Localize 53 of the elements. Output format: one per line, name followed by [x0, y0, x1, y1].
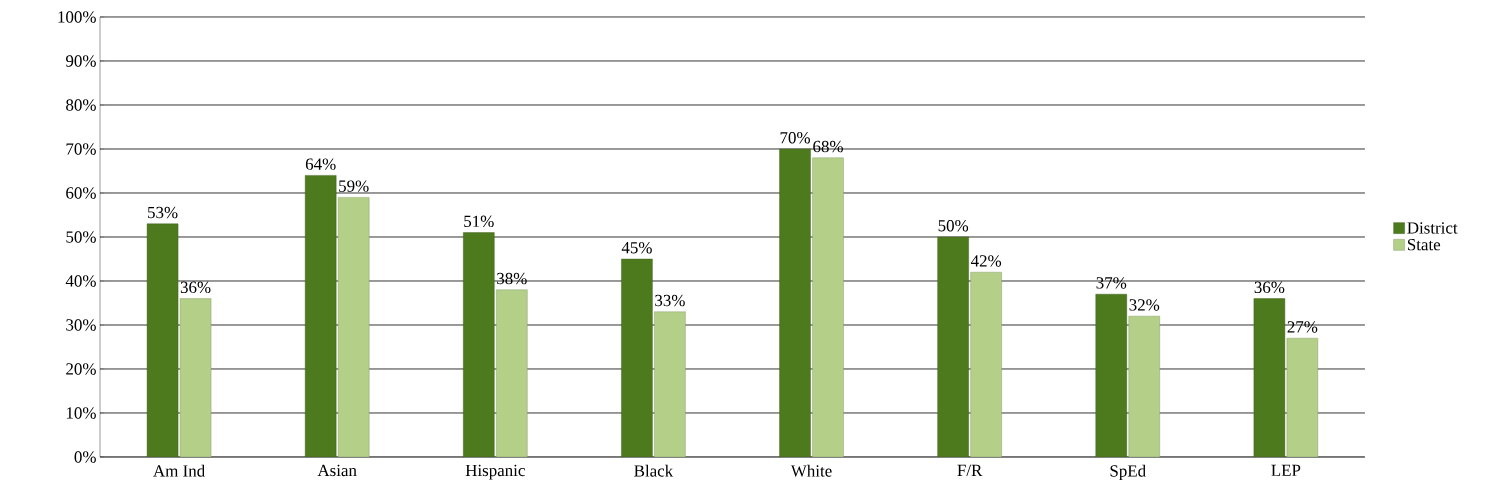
bar — [146, 223, 179, 457]
y-tick-label: 80% — [66, 99, 96, 111]
bar — [1128, 315, 1160, 457]
data-label: 33% — [655, 294, 685, 307]
y-tick-label: 90% — [66, 55, 96, 67]
bar — [937, 236, 969, 457]
data-label: 59% — [339, 180, 369, 192]
data-label: 70% — [780, 131, 810, 144]
data-label: 32% — [1129, 299, 1160, 311]
legend-label: District — [1407, 222, 1458, 234]
x-tick-label: Am Ind — [153, 464, 205, 477]
bar — [463, 232, 495, 457]
bar — [1253, 298, 1286, 457]
data-label: 68% — [813, 140, 843, 153]
x-tick-label: LEP — [1271, 464, 1301, 476]
y-tick-label: 40% — [65, 275, 96, 287]
bar — [496, 289, 528, 457]
y-tick-label: 60% — [66, 187, 96, 199]
y-tick-label: 100% — [58, 11, 96, 23]
data-label: 36% — [180, 281, 211, 294]
data-label: 45% — [621, 241, 652, 254]
bar — [970, 271, 1002, 457]
data-label: 53% — [148, 206, 178, 219]
bar — [337, 197, 370, 457]
x-tick-label: Asian — [317, 464, 357, 477]
bar — [654, 311, 686, 457]
bar — [1286, 337, 1319, 457]
x-tick-label: SpEd — [1110, 464, 1146, 481]
x-tick-label: Black — [634, 464, 674, 477]
legend-label: State — [1407, 238, 1441, 251]
x-tick-label: F/R — [957, 464, 983, 477]
data-label: 64% — [305, 158, 336, 170]
y-tick-label: 10% — [66, 407, 96, 419]
bar — [304, 175, 337, 457]
data-label: 38% — [497, 272, 527, 285]
data-label: 27% — [1287, 321, 1318, 333]
y-tick-label: 20% — [66, 363, 96, 375]
y-tick-label: 70% — [66, 143, 96, 155]
data-label: 36% — [1254, 281, 1285, 294]
bar — [779, 148, 811, 457]
data-label: 42% — [970, 255, 1002, 267]
bar — [1095, 293, 1127, 457]
x-tick-label: White — [790, 464, 832, 477]
bar — [179, 298, 212, 457]
y-tick-label: 0% — [74, 451, 96, 463]
x-tick-label: Hispanic — [465, 464, 525, 480]
data-label: 50% — [938, 219, 969, 232]
y-tick-label: 30% — [66, 319, 96, 331]
bar — [812, 157, 844, 457]
data-label: 51% — [464, 215, 494, 228]
data-label: 37% — [1096, 277, 1127, 289]
y-tick-label: 50% — [66, 231, 96, 243]
bar — [621, 258, 653, 457]
